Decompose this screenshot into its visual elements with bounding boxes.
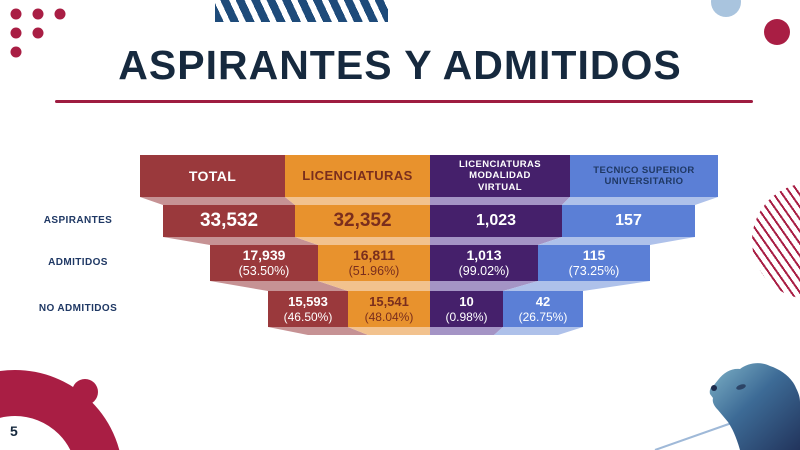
cell-value: 15,593 — [288, 294, 328, 309]
title-underline — [55, 100, 753, 103]
row-label-admitidos: ADMITIDOS — [48, 257, 108, 268]
cell-no-admitidos-licenciaturas: 15,541 (48.04%) — [348, 291, 430, 327]
cell-no-admitidos-virtual: 10 (0.98%) — [430, 291, 503, 327]
dot-grid-decoration — [10, 8, 66, 58]
cell-value: 115 — [582, 247, 606, 264]
cell-percent: (26.75%) — [518, 309, 568, 324]
column-header-tsu: TECNICO SUPERIOR UNIVERSITARIO — [570, 155, 718, 197]
cell-no-admitidos-total: 15,593 (46.50%) — [268, 291, 348, 327]
cell-value: 17,939 — [242, 247, 286, 264]
hatched-circle-decoration — [752, 183, 800, 299]
striped-bar-decoration — [215, 0, 388, 22]
ring-decoration — [0, 370, 123, 450]
page-number: 5 — [10, 423, 18, 439]
cell-aspirantes-virtual: 1,023 — [430, 205, 562, 237]
crimson-circle-topright — [764, 19, 790, 45]
cell-percent: (73.25%) — [568, 263, 620, 278]
lion-image — [654, 363, 800, 450]
cell-admitidos-licenciaturas: 16,811 (51.96%) — [318, 245, 430, 281]
cell-aspirantes-licenciaturas: 32,352 — [295, 205, 430, 237]
cell-percent: (53.50%) — [238, 263, 290, 278]
cell-percent: (99.02%) — [458, 263, 510, 278]
cell-admitidos-tsu: 115 (73.25%) — [538, 245, 650, 281]
crimson-circle-bottomleft — [72, 379, 98, 405]
cell-admitidos-virtual: 1,013 (99.02%) — [430, 245, 538, 281]
cell-aspirantes-total: 33,532 — [163, 205, 295, 237]
row-label-no-admitidos: NO ADMITIDOS — [38, 303, 118, 314]
cell-value: 16,811 — [352, 247, 396, 264]
cell-percent: (46.50%) — [283, 309, 333, 324]
cell-no-admitidos-tsu: 42 (26.75%) — [503, 291, 583, 327]
cell-value: 15,541 — [369, 294, 409, 309]
cell-admitidos-total: 17,939 (53.50%) — [210, 245, 318, 281]
lightblue-circle-decoration — [711, 0, 741, 17]
cell-aspirantes-tsu: 157 — [562, 205, 695, 237]
cell-percent: (51.96%) — [348, 263, 400, 278]
page-title: ASPIRANTES Y ADMITIDOS — [118, 42, 682, 88]
cell-value: 42 — [535, 294, 551, 309]
cell-value: 1,013 — [466, 247, 502, 264]
cell-value: 10 — [459, 294, 474, 309]
column-header-licenciaturas-virtual: LICENCIATURAS MODALIDAD VIRTUAL — [430, 155, 570, 197]
cell-percent: (0.98%) — [445, 309, 488, 324]
column-header-total: TOTAL — [140, 155, 285, 197]
cell-percent: (48.04%) — [364, 309, 414, 324]
column-header-licenciaturas: LICENCIATURAS — [285, 155, 430, 197]
row-label-aspirantes: ASPIRANTES — [43, 215, 113, 226]
